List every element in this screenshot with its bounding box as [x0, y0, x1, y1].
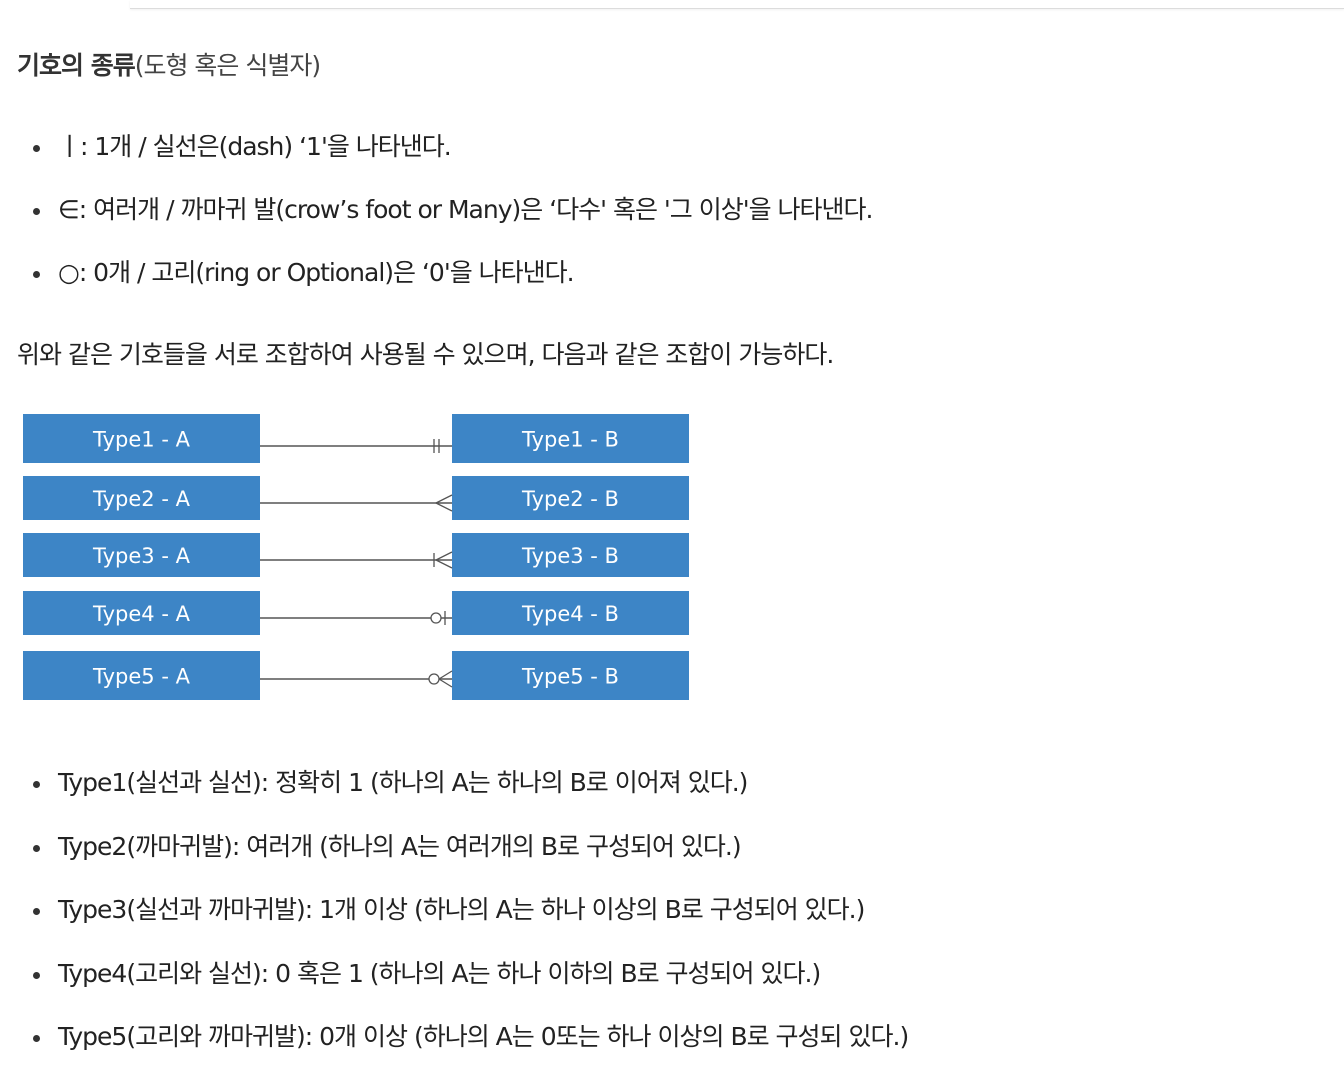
crows-foot-mark [436, 552, 452, 560]
top-divider [130, 0, 1344, 9]
type-item-4: Type4(고리와 실선): 0 혹은 1 (하나의 A는 하나 이하의 B로 … [30, 955, 908, 993]
symbol-list: ㅣ: 1개 / 실선은(dash) ‘1'을 나타낸다. ∈: 여러개 / 까마… [30, 128, 873, 317]
entity-label-right: Type1 - B [521, 428, 619, 452]
crows-foot-mark [436, 503, 452, 511]
entity-label-left: Type3 - A [92, 544, 191, 568]
entity-label-right: Type5 - B [521, 665, 619, 689]
erd-row-4: Type4 - A Type4 - B [23, 591, 689, 635]
crows-foot-mark [436, 495, 452, 503]
symbol-item-ring: ○: 0개 / 고리(ring or Optional)은 ‘0'을 나타낸다. [30, 254, 873, 292]
ring-mark [431, 613, 441, 623]
erd-row-5: Type5 - A Type5 - B [23, 651, 689, 700]
crows-foot-mark [436, 560, 452, 568]
entity-label-left: Type4 - A [92, 602, 191, 626]
erd-row-3: Type3 - A Type3 - B [23, 533, 689, 577]
crows-foot-mark [439, 679, 452, 687]
crows-foot-mark [439, 671, 452, 679]
type-item-3: Type3(실선과 까마귀발): 1개 이상 (하나의 A는 하나 이상의 B로… [30, 891, 908, 929]
entity-label-right: Type2 - B [521, 487, 619, 511]
type-item-2: Type2(까마귀발): 여러개 (하나의 A는 여러개의 B로 구성되어 있다… [30, 828, 908, 866]
entity-label-left: Type2 - A [92, 487, 191, 511]
erd-notation-diagram: Type1 - A Type1 - B Type2 - A Type2 - B Type… [22, 412, 690, 704]
erd-row-2: Type2 - A Type2 - B [23, 476, 689, 520]
entity-label-left: Type5 - A [92, 665, 191, 689]
heading-bold: 기호의 종류 [17, 51, 135, 80]
entity-label-left: Type1 - A [92, 428, 191, 452]
type-item-1: Type1(실선과 실선): 정확히 1 (하나의 A는 하나의 B로 이어져 … [30, 764, 908, 802]
type-list: Type1(실선과 실선): 정확히 1 (하나의 A는 하나의 B로 이어져 … [30, 764, 908, 1082]
entity-label-right: Type3 - B [521, 544, 619, 568]
heading-sub: (도형 혹은 식별자) [135, 51, 320, 80]
ring-mark [429, 674, 439, 684]
symbol-item-dash: ㅣ: 1개 / 실선은(dash) ‘1'을 나타낸다. [30, 128, 873, 166]
combination-paragraph: 위와 같은 기호들을 서로 조합하여 사용될 수 있으며, 다음과 같은 조합이… [17, 336, 833, 374]
section-heading: 기호의 종류(도형 혹은 식별자) [17, 48, 320, 84]
type-item-5: Type5(고리와 까마귀발): 0개 이상 (하나의 A는 0또는 하나 이상… [30, 1018, 908, 1056]
symbol-item-crows-foot: ∈: 여러개 / 까마귀 발(crow’s foot or Many)은 ‘다수… [30, 191, 873, 229]
entity-label-right: Type4 - B [521, 602, 619, 626]
erd-row-1: Type1 - A Type1 - B [23, 414, 689, 463]
